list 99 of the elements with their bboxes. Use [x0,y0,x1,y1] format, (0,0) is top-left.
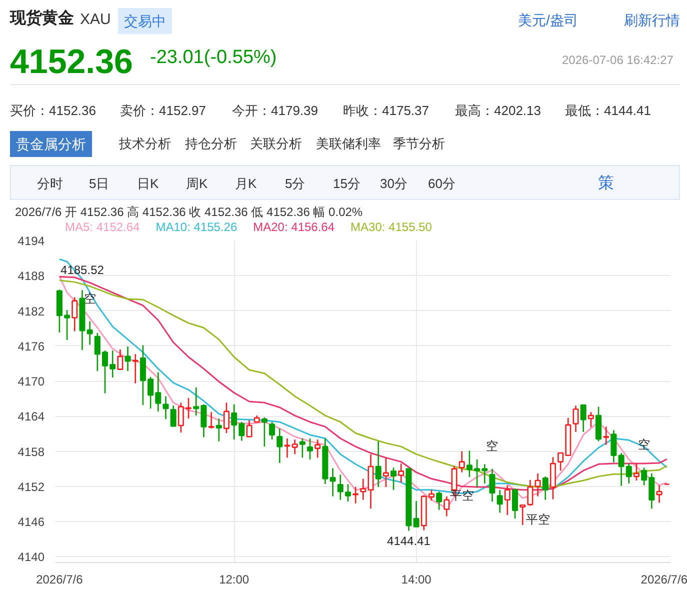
text: MA30: 4155.50 [350,220,432,234]
text: 2026-07-06 16:42:27 [562,52,674,69]
y-tick-label: 4152 [18,480,45,494]
candlestick [261,416,268,448]
text: 关联分析 [250,135,302,153]
candlestick [656,484,662,504]
candlestick [458,450,465,473]
candlestick [117,348,124,370]
annotation: 空 [486,438,498,453]
candlestick [603,426,610,446]
text: 15分 [333,175,360,193]
candlestick [550,456,556,500]
y-tick-label: 4164 [18,410,45,424]
text: 最低：4144.41 [565,102,651,120]
text: 今开：4179.39 [232,102,318,120]
x-tick-label: 2026/7/6 [640,572,687,586]
candlestick [162,396,169,420]
text: 策 [598,174,614,194]
candlestick [269,421,276,440]
candlestick [208,411,214,430]
candlestick [580,404,586,433]
candlestick [375,440,382,488]
candlestick [344,483,351,502]
candlestick [413,500,420,528]
text: 5分 [285,175,306,193]
candlestick [390,467,397,491]
candlestick [520,504,526,526]
candlestick [542,476,548,501]
candlestick [382,457,389,488]
candlestick [86,320,93,346]
text: 5日 [89,175,110,193]
annotation: 平空 [526,512,550,526]
candlestick [216,418,222,442]
candlestick [299,438,306,458]
x-tick-label: 14:00 [401,572,432,586]
text: 日K [137,175,159,193]
text: 30分 [380,175,408,193]
candlestick [246,420,252,438]
candlestick [306,438,314,460]
text: 周K [186,175,208,193]
candlestick [72,296,78,332]
candlestick [534,472,541,497]
text: MA20: 4156.64 [253,220,335,234]
y-tick-label: 4194 [18,234,45,248]
text: 昨收：4175.37 [343,102,429,120]
x-tick-label: 12:00 [219,572,250,586]
text: 60分 [428,175,456,193]
text: 技术分析 [119,135,171,153]
candlestick [436,491,442,510]
candlestick [124,346,131,372]
candlestick [444,496,450,517]
candlestick [610,430,617,464]
text: 交易中 [118,8,172,34]
candlestick [276,428,283,464]
candlestick [292,438,298,455]
candlestick [496,489,503,514]
y-tick-label: 4140 [18,550,45,564]
text: 4152.36 [10,42,133,83]
chart-subtitle: XAU [80,10,111,30]
candlestick [512,488,518,520]
candlestick [596,406,602,442]
candlestick [633,462,640,482]
y-tick-label: 4158 [18,444,45,459]
text: 持仓分析 [185,135,237,153]
candlestick [398,462,404,483]
text: MA10: 4155.26 [156,220,238,234]
candlestick [223,402,230,434]
y-tick-label: 4146 [18,515,45,530]
y-tick-label: 4170 [18,374,45,389]
text: 美元/盎司 [518,11,578,30]
x-tick-label: 2026/7/6 [36,572,84,586]
text: 月K [235,175,257,193]
candlestick [337,474,344,501]
candlestick [504,484,510,516]
text: 买价：4152.36 [10,102,96,120]
chart-title: 现货黄金 [10,8,74,29]
candlestick [170,404,176,428]
annotation: 4144.41 [387,534,431,548]
text: -23.01(-0.55%) [150,46,277,70]
candlestick [352,486,359,504]
text: 季节分析 [393,135,445,153]
candlestick [132,353,138,384]
y-tick-label: 4182 [18,304,45,318]
candlestick [527,479,534,506]
text: 刷新行情 [624,11,680,30]
candlestick [330,468,336,497]
text: 最高：4202.13 [455,102,541,120]
text: MA5: 4152.64 [65,220,140,234]
candlestick [314,438,321,458]
candlestick [588,411,594,428]
candlestick [489,468,496,502]
candlestick [572,404,579,433]
text: 分时 [37,175,63,193]
text: 贵金属分析 [10,131,92,157]
text: 卖价：4152.97 [120,102,206,120]
y-tick-label: 4176 [18,339,45,354]
text: 2026/7/6 开 4152.36 高 4152.36 收 4152.36 低 4152.36 幅 0.02% [15,204,363,221]
text: 美联储利率 [316,135,381,153]
y-tick-label: 4188 [18,269,45,284]
